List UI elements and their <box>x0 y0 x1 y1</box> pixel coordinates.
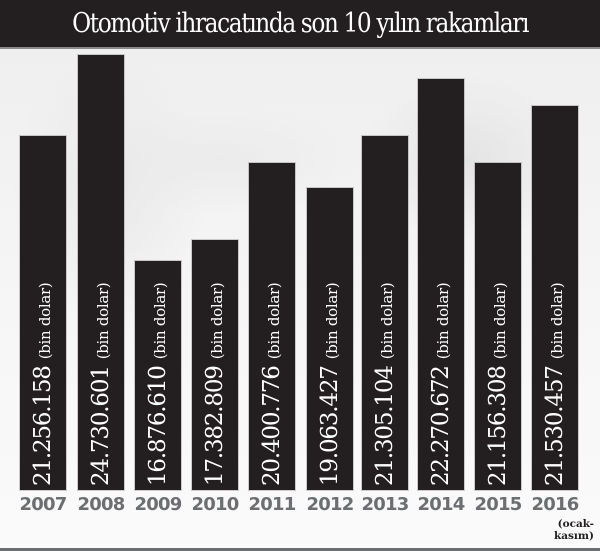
bar-2013: 21.305.104 (bin dolar) <box>362 136 408 490</box>
bar-2012: 19.063.427 (bin dolar) <box>307 188 353 490</box>
year-label-2016: 2016 <box>531 494 580 515</box>
unit-text: (bin dolar) <box>265 282 283 360</box>
bottom-rule <box>0 548 600 551</box>
bar-value-label: 16.876.610 (bin dolar) <box>145 283 184 486</box>
year-label-2015: 2015 <box>474 494 523 515</box>
value-text: 24.730.601 <box>88 366 114 486</box>
unit-text: (bin dolar) <box>548 282 566 360</box>
unit-text: (bin dolar) <box>323 282 341 360</box>
year-label-2009: 2009 <box>134 494 183 515</box>
unit-text: (bin dolar) <box>378 282 396 360</box>
value-text: 21.256.158 <box>30 366 56 486</box>
unit-text: (bin dolar) <box>151 282 169 360</box>
value-text: 16.876.610 <box>145 366 171 486</box>
unit-text: (bin dolar) <box>208 282 226 360</box>
bar-value-label: 19.063.427 (bin dolar) <box>317 283 356 486</box>
bar-2015: 21.156.308 (bin dolar) <box>475 163 521 490</box>
year-label-2012: 2012 <box>306 494 355 515</box>
bar-value-label: 22.270.672 (bin dolar) <box>428 283 467 486</box>
bar-2009: 16.876.610 (bin dolar) <box>135 261 181 490</box>
bar-value-label: 20.400.776 (bin dolar) <box>259 283 298 486</box>
bar-value-label: 21.256.158 (bin dolar) <box>30 283 69 486</box>
unit-text: (bin dolar) <box>36 282 54 360</box>
bar-value-label: 24.730.601 (bin dolar) <box>88 283 127 486</box>
value-text: 21.156.308 <box>485 366 511 486</box>
bar-2011: 20.400.776 (bin dolar) <box>249 163 295 490</box>
year-label-2007: 2007 <box>19 494 68 515</box>
value-text: 21.305.104 <box>372 366 398 486</box>
value-text: 20.400.776 <box>259 366 285 486</box>
year-label-2014: 2014 <box>417 494 466 515</box>
value-text: 19.063.427 <box>317 366 343 486</box>
year-label-2010: 2010 <box>191 494 240 515</box>
bar-2007: 21.256.158 (bin dolar) <box>20 136 66 490</box>
unit-text: (bin dolar) <box>434 282 452 360</box>
year-label-2008: 2008 <box>77 494 126 515</box>
bar-value-label: 21.156.308 (bin dolar) <box>485 283 524 486</box>
year-label-2011: 2011 <box>248 494 297 515</box>
bar-value-label: 17.382.809 (bin dolar) <box>202 283 241 486</box>
bar-2008: 24.730.601 (bin dolar) <box>78 55 124 490</box>
bar-2016: 21.530.457 (bin dolar) <box>532 106 578 490</box>
bar-value-label: 21.305.104 (bin dolar) <box>372 283 411 486</box>
title-bar: Otomotiv ihracatında son 10 yılın rakaml… <box>0 0 600 49</box>
bar-2014: 22.270.672 (bin dolar) <box>418 79 464 490</box>
note-2016-period: (ocak- kasım) <box>553 518 594 542</box>
unit-text: (bin dolar) <box>491 282 509 360</box>
bar-2010: 17.382.809 (bin dolar) <box>192 240 238 490</box>
value-text: 22.270.672 <box>428 366 454 486</box>
value-text: 21.530.457 <box>542 366 568 486</box>
unit-text: (bin dolar) <box>94 282 112 360</box>
value-text: 17.382.809 <box>202 366 228 486</box>
year-label-2013: 2013 <box>361 494 410 515</box>
bar-value-label: 21.530.457 (bin dolar) <box>542 283 581 486</box>
chart-title: Otomotiv ihracatında son 10 yılın rakaml… <box>72 8 529 39</box>
